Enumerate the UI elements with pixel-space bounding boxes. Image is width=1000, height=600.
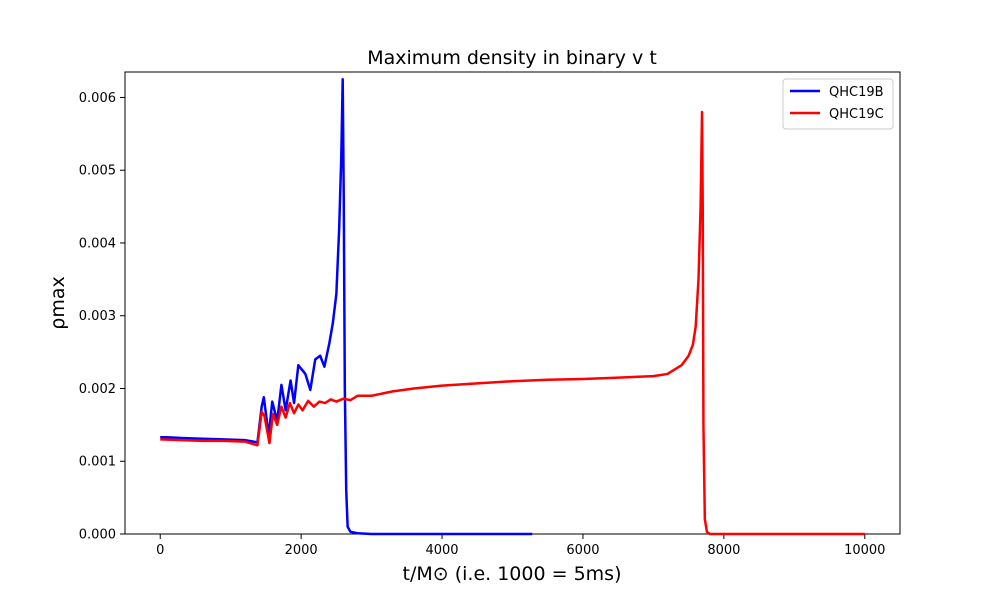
y-tick-label: 0.003 — [79, 309, 116, 324]
y-tick-label: 0.004 — [79, 236, 116, 251]
y-tick-label: 0.005 — [79, 164, 116, 179]
x-tick-label: 10000 — [844, 543, 885, 558]
y-tick-label: 0.001 — [79, 455, 116, 470]
legend: QHC19B QHC19C — [782, 78, 894, 130]
chart-title: Maximum density in binary v t — [367, 47, 657, 69]
y-tick-label: 0.000 — [79, 528, 116, 543]
x-axis-label: t/M⊙ (i.e. 1000 = 5ms) — [403, 563, 622, 585]
y-tick-label: 0.002 — [79, 382, 116, 397]
x-tick-label: 2000 — [285, 543, 318, 558]
plot-frame — [124, 71, 901, 535]
x-tick-label: 6000 — [566, 543, 599, 558]
legend-label-qhc19b: QHC19B — [829, 85, 884, 100]
x-tick-label: 0 — [156, 543, 164, 558]
y-tick-label: 0.006 — [79, 91, 116, 106]
x-tick-label: 4000 — [425, 543, 458, 558]
legend-label-qhc19c: QHC19C — [829, 107, 884, 122]
x-tick-label: 8000 — [707, 543, 740, 558]
ticks-layer: 0 2000 4000 6000 8000 10000 0.000 0.001 0.002 0.0… — [79, 91, 886, 558]
series-layer — [160, 78, 865, 536]
y-axis-label: ρmax — [47, 276, 69, 329]
series-line-qhc19c — [160, 110, 865, 536]
